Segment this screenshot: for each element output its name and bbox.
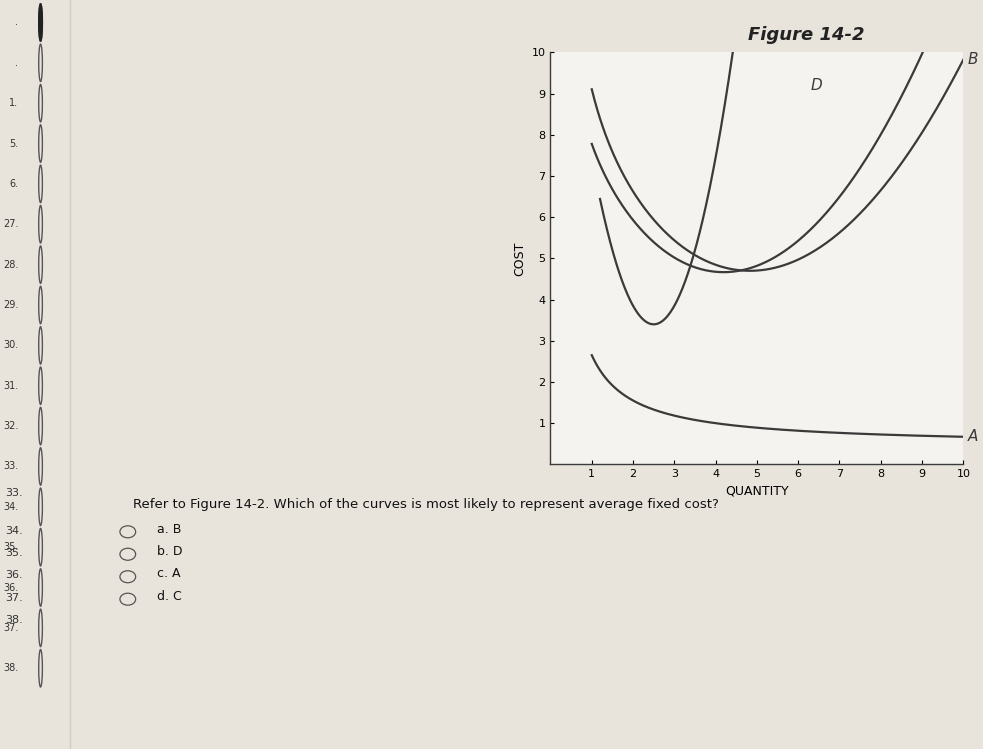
Text: a. B: a. B — [157, 523, 182, 536]
Text: 34.: 34. — [3, 502, 19, 512]
Text: 27.: 27. — [3, 219, 19, 229]
Text: 32.: 32. — [3, 421, 19, 431]
Text: .: . — [16, 58, 19, 68]
Text: 30.: 30. — [3, 340, 19, 351]
X-axis label: QUANTITY: QUANTITY — [725, 485, 788, 498]
Text: D: D — [811, 78, 823, 93]
Text: b. D: b. D — [157, 545, 183, 558]
Text: 31.: 31. — [3, 380, 19, 391]
Text: 33.: 33. — [5, 488, 23, 498]
Text: 36.: 36. — [3, 583, 19, 592]
Circle shape — [38, 4, 42, 41]
Text: .: . — [16, 17, 19, 28]
Text: 1.: 1. — [9, 98, 19, 108]
Text: B: B — [967, 52, 978, 67]
Text: d. C: d. C — [157, 590, 182, 603]
Text: 35.: 35. — [5, 548, 23, 558]
Text: 6.: 6. — [9, 179, 19, 189]
Text: Figure 14-2: Figure 14-2 — [748, 26, 864, 44]
Text: c. A: c. A — [157, 568, 181, 580]
Text: 38.: 38. — [3, 664, 19, 673]
Text: 5.: 5. — [9, 139, 19, 148]
Text: 28.: 28. — [3, 260, 19, 270]
Text: 38.: 38. — [5, 616, 23, 625]
Text: 37.: 37. — [3, 623, 19, 633]
Text: Refer to Figure 14-2. Which of the curves is most likely to represent average fi: Refer to Figure 14-2. Which of the curve… — [133, 498, 719, 511]
Text: 36.: 36. — [5, 571, 23, 580]
Text: 29.: 29. — [3, 300, 19, 310]
Text: 35.: 35. — [3, 542, 19, 552]
Y-axis label: COST: COST — [513, 241, 526, 276]
Text: A: A — [967, 429, 978, 444]
Text: 34.: 34. — [5, 526, 23, 536]
Text: 33.: 33. — [3, 461, 19, 471]
Text: 37.: 37. — [5, 593, 23, 603]
